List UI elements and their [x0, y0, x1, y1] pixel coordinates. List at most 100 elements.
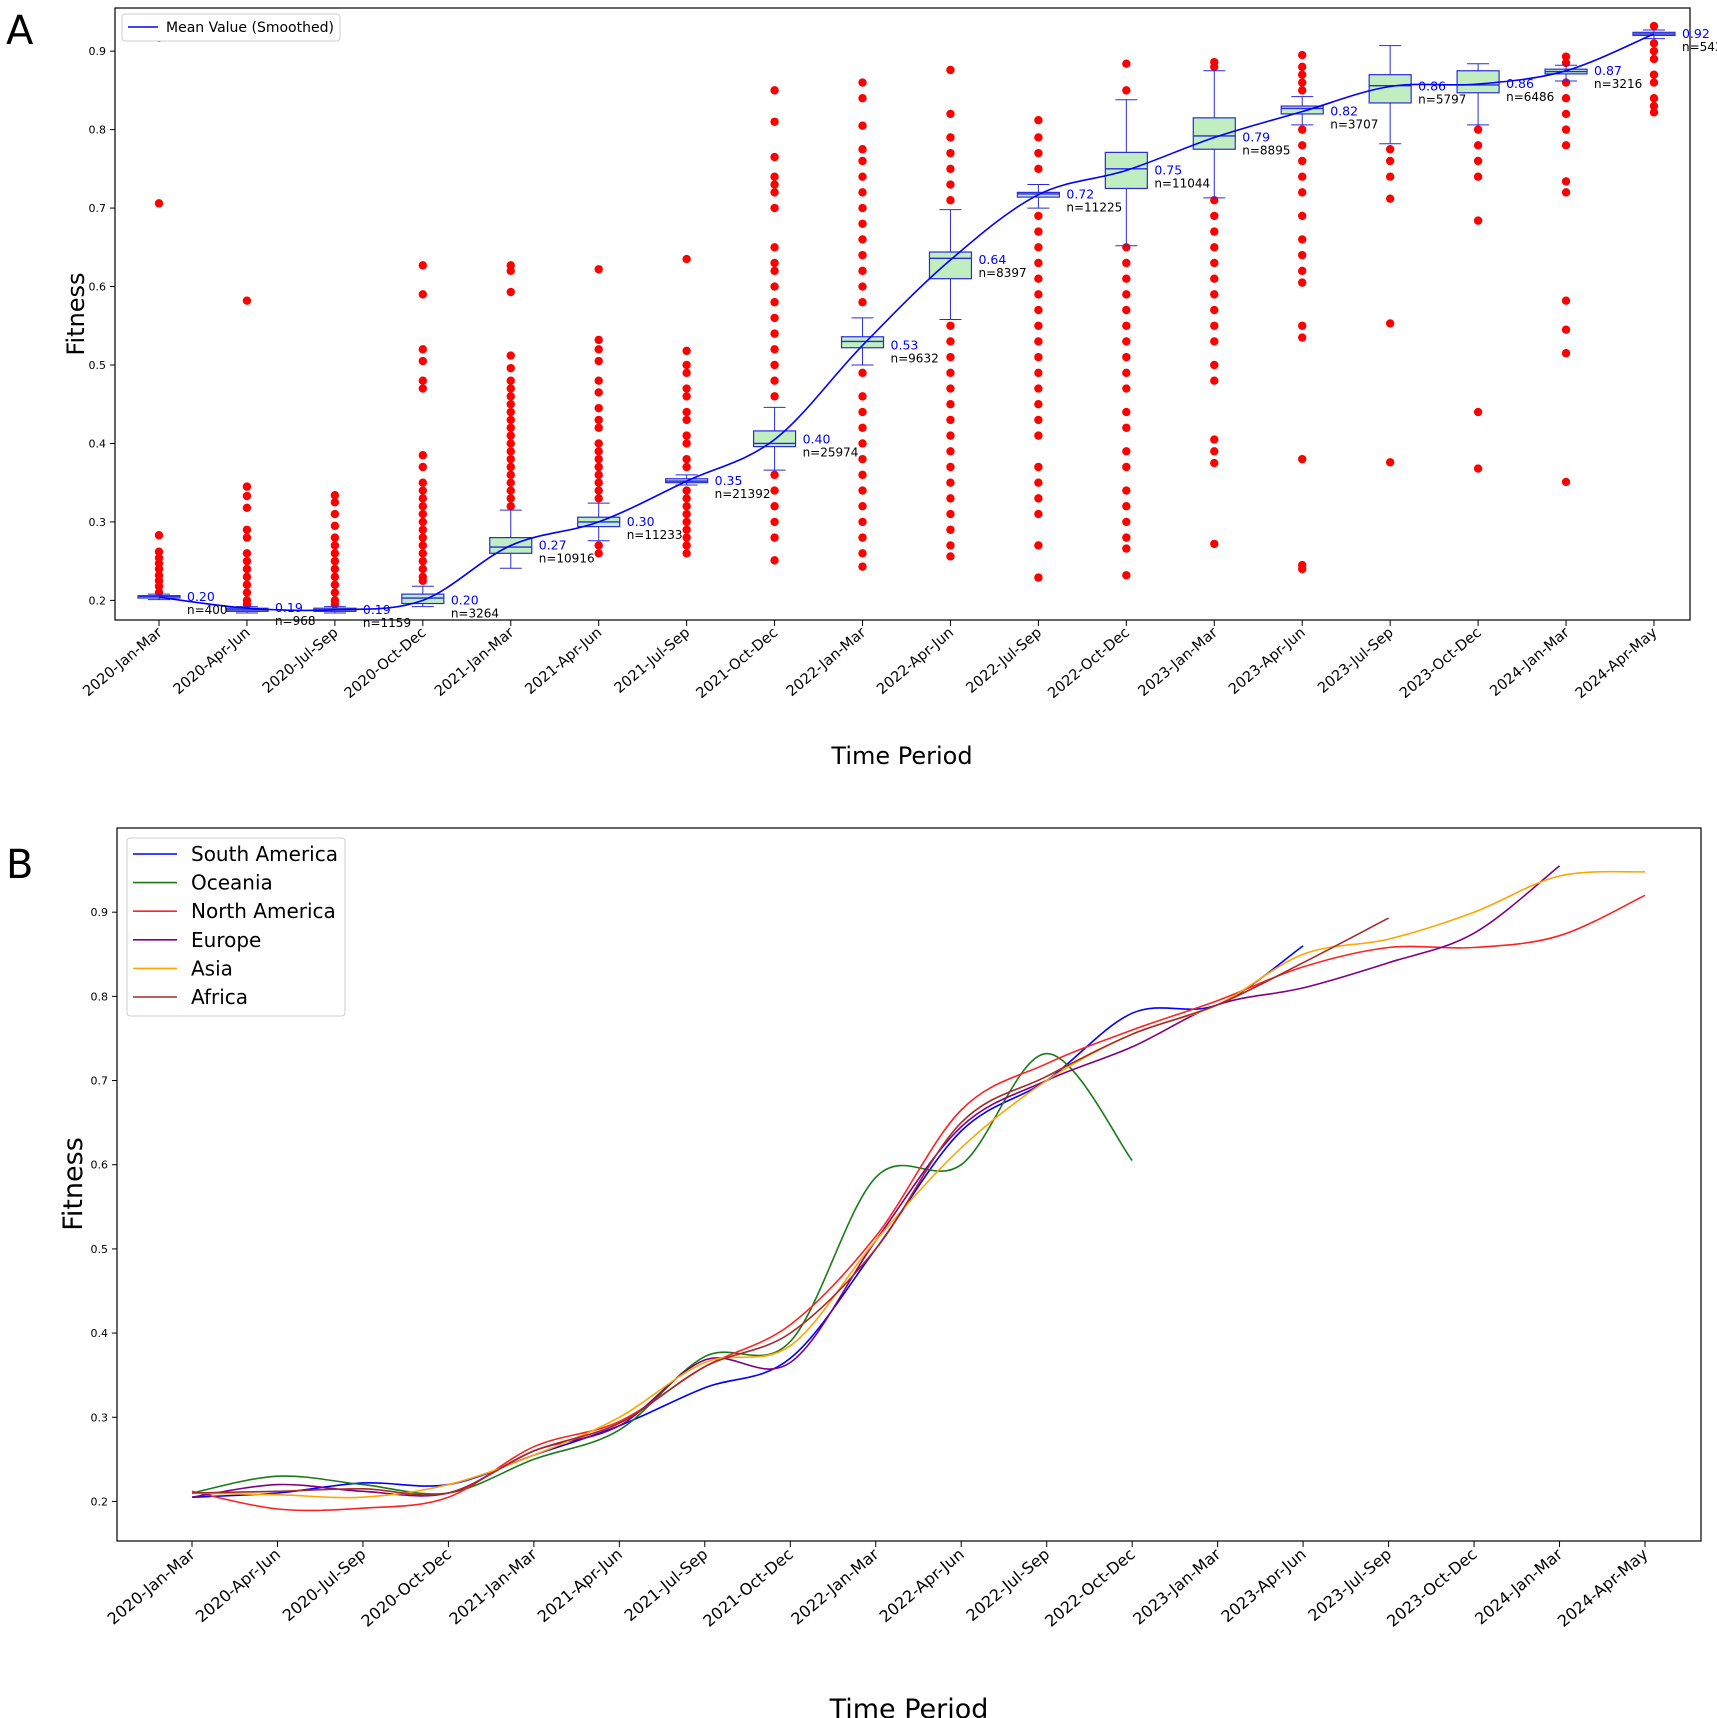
chart-b-y-label: Fitness [58, 1137, 89, 1231]
chart-a-outlier-point [770, 556, 779, 565]
chart-a-box [1456, 70, 1500, 94]
chart-a-y-tick-label: 0.3 [89, 516, 107, 529]
chart-a-outlier-point [594, 356, 603, 366]
chart-a-legend-label: Mean Value (Smoothed) [166, 20, 334, 36]
chart-a-outlier-point [1473, 407, 1483, 417]
chart-a-outlier-point [1034, 305, 1043, 315]
chart-a-outlier-point [1210, 539, 1219, 549]
chart-b-y-tick-label: 0.3 [91, 1411, 109, 1424]
chart-a-outlier-point [1385, 194, 1395, 203]
chart-a-count-label: n=8397 [978, 266, 1026, 280]
chart-a-outlier-point [242, 564, 252, 574]
chart-a-outlier-point [946, 196, 955, 205]
chart-a-x-tick-label: 2023-Apr-Jun [1226, 625, 1309, 698]
chart-a-outlier-point [1561, 177, 1571, 186]
chart-a-outlier-point [1210, 337, 1219, 346]
chart-a-outlier-point [418, 517, 428, 527]
chart-a-outlier-point [1298, 188, 1307, 197]
chart-a-x-tick-label: 2022-Jan-Mar [784, 625, 869, 700]
chart-a-outlier-point [770, 392, 779, 401]
chart-a-outlier-point [770, 243, 779, 252]
chart-a-outlier-point [1122, 368, 1131, 378]
chart-a-outlier-point [1122, 502, 1131, 511]
chart-a-outlier-point [1034, 368, 1043, 378]
chart-a-outlier-point [1122, 533, 1131, 542]
chart-a-x-axis: 2020-Jan-Mar 2020-Apr-Jun 2020-Jul-Sep 2020… [80, 620, 1661, 702]
chart-a-outlier-point [594, 415, 603, 425]
chart-a-outlier-point [770, 470, 779, 480]
chart-a-outlier-point [770, 188, 779, 197]
chart-a-outlier-point [858, 549, 867, 558]
chart-a-count-label: n=3707 [1330, 118, 1378, 132]
chart-a-y-tick-label: 0.6 [89, 281, 107, 294]
chart-a-outlier-point [242, 533, 252, 542]
chart-b-x-tick-label: 2024-Apr-May [1554, 1545, 1652, 1631]
chart-a-mean-label: 0.30 [627, 514, 655, 529]
chart-a-outlier-point [1122, 571, 1131, 580]
chart-b-series-line [191, 917, 1389, 1496]
chart-a-outlier-point [682, 415, 691, 425]
chart-b-x-label: Time Period [829, 1694, 989, 1718]
chart-a-outlier-point [418, 541, 428, 550]
chart-a-outlier-point [946, 180, 955, 189]
chart-b-y-tick-label: 0.5 [91, 1243, 109, 1256]
chart-a-outlier-point [858, 156, 867, 166]
chart-a-outlier-point [1034, 321, 1043, 330]
chart-a-outlier-point [858, 188, 867, 197]
chart-a-x-tick-label: 2020-Oct-Dec [342, 625, 430, 702]
chart-a-count-label: n=6486 [1506, 90, 1554, 104]
chart-a-outlier-point [1649, 101, 1659, 111]
chart-a-outlier-point [1034, 148, 1043, 158]
chart-a-outlier-point [242, 482, 252, 491]
chart-a-outlier-point [858, 517, 867, 527]
chart-b-x-tick-label: 2022-Apr-Jun [876, 1545, 968, 1627]
chart-a-mean-label: 0.19 [275, 600, 303, 615]
chart-a-outlier-point [682, 407, 691, 417]
chart-a-outlier-point [1122, 274, 1131, 283]
chart-b-x-tick-label: 2021-Jul-Sep [621, 1545, 712, 1626]
chart-a-outlier-point [682, 525, 691, 534]
chart-a-outlier-point [1473, 172, 1483, 181]
chart-a-x-tick-label: 2022-Jul-Sep [963, 625, 1045, 697]
chart-a-outlier-point [418, 356, 428, 366]
chart-a-outlier-point [946, 462, 955, 472]
chart-a-outlier-point [1385, 319, 1395, 328]
chart-a-count-label: n=5797 [1418, 92, 1466, 106]
chart-a-x-tick-label: 2021-Jan-Mar [432, 625, 517, 700]
chart-a: 0.20.30.40.50.60.70.80.9 2020-Jan-Mar 202… [62, 7, 1717, 770]
chart-a-outlier-point [506, 287, 515, 297]
chart-a-outlier-point [594, 470, 603, 480]
chart-a-outlier-point [506, 392, 515, 401]
chart-a-outlier-point [1034, 462, 1043, 472]
chart-a-outlier-point [682, 494, 691, 503]
chart-a-outlier-point [242, 588, 252, 597]
chart-a-outlier-point [858, 219, 867, 228]
chart-b-series-line [191, 945, 1304, 1498]
chart-a-outlier-point [330, 498, 340, 507]
chart-a-outlier-point [1122, 517, 1131, 527]
chart-a-outlier-point [1034, 116, 1043, 125]
chart-a-outlier-point [858, 172, 867, 181]
chart-a-outlier-point [1298, 564, 1307, 574]
chart-a-outlier-point [770, 266, 779, 276]
chart-a-outlier-point [1298, 235, 1307, 244]
chart-a-box [401, 593, 445, 605]
chart-a-outlier-point [594, 494, 603, 503]
panel-b-label: B [6, 842, 33, 888]
chart-a-outlier-point [1649, 46, 1659, 56]
chart-a-outlier-point [858, 439, 867, 448]
chart-a-mean-label: 0.64 [978, 252, 1006, 267]
chart-a-mean-label: 0.87 [1594, 63, 1622, 78]
chart-a-outlier-point [1034, 509, 1043, 519]
chart-a-x-tick-label: 2021-Apr-Jun [522, 625, 605, 698]
chart-a-outlier-point [418, 345, 428, 354]
chart-a-plot-area [114, 7, 1691, 621]
chart-a-outlier-point [946, 164, 955, 174]
chart-a-outlier-point [418, 556, 428, 566]
chart-a-outlier-point [594, 403, 603, 413]
chart-b-y-tick-label: 0.4 [91, 1327, 109, 1340]
chart-a-outlier-point [1561, 94, 1571, 103]
chart-a-outlier-point [418, 384, 428, 393]
chart-a-outlier-point [1298, 70, 1307, 79]
chart-a-outlier-point [330, 564, 340, 574]
